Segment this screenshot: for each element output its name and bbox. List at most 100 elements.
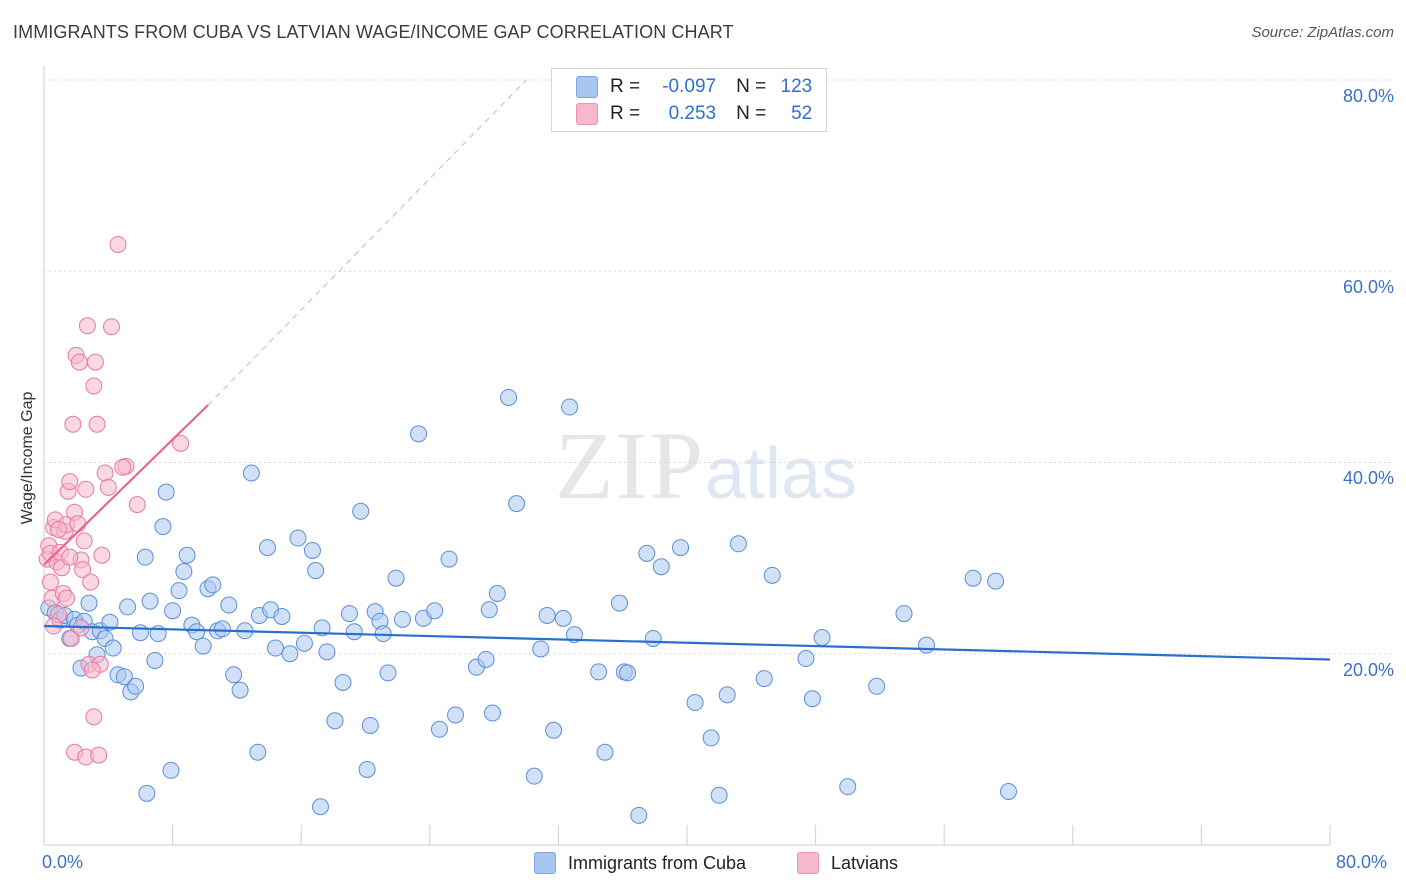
point-latvians-3 <box>41 573 59 591</box>
legend-swatch-cuba <box>576 76 598 98</box>
point-cuba-108 <box>813 628 831 646</box>
legend-row-latvians: R = 0.253 N = 52 <box>576 101 812 127</box>
point-cuba-80 <box>500 388 518 406</box>
point-cuba-55 <box>318 643 336 661</box>
legend-r-value-latvians: 0.253 <box>668 103 717 124</box>
point-cuba-102 <box>718 686 736 704</box>
point-cuba-31 <box>178 546 196 564</box>
point-latvians-51 <box>114 458 132 476</box>
legend-swatch-latvians <box>576 103 598 125</box>
point-cuba-103 <box>729 535 747 553</box>
point-cuba-81 <box>508 495 526 513</box>
point-latvians-46 <box>49 520 67 538</box>
series-legend: Immigrants from Cuba Latvians <box>0 852 1406 878</box>
point-cuba-96 <box>644 629 662 647</box>
point-cuba-104 <box>755 670 773 688</box>
point-cuba-85 <box>545 721 563 739</box>
point-latvians-49 <box>83 661 101 679</box>
point-cuba-95 <box>638 544 656 562</box>
point-cuba-114 <box>987 572 1005 590</box>
point-cuba-30 <box>175 563 193 581</box>
point-cuba-56 <box>326 712 344 730</box>
point-latvians-38 <box>109 235 127 253</box>
point-cuba-52 <box>303 541 321 559</box>
point-cuba-94 <box>630 806 648 824</box>
legend-n-label: N = <box>736 103 767 124</box>
point-cuba-84 <box>538 607 556 624</box>
point-cuba-116 <box>138 784 156 802</box>
point-latvians-21 <box>69 515 87 533</box>
point-latvians-16 <box>61 473 79 491</box>
point-cuba-14 <box>101 613 119 631</box>
point-cuba-77 <box>480 601 498 619</box>
point-cuba-71 <box>426 602 444 620</box>
point-cuba-98 <box>672 539 690 557</box>
point-latvians-45 <box>90 746 108 764</box>
point-cuba-59 <box>345 623 363 641</box>
point-latvians-17 <box>62 629 80 647</box>
y-tick-label-60: 60.0% <box>1342 277 1394 297</box>
point-cuba-83 <box>532 640 550 658</box>
point-cuba-67 <box>387 569 405 587</box>
point-cuba-26 <box>154 518 172 536</box>
watermark: ZIPatlas <box>555 410 857 521</box>
point-cuba-110 <box>868 677 886 695</box>
watermark-atlas: atlas <box>705 434 858 514</box>
point-cuba-41 <box>231 681 249 699</box>
y-tick-label-80: 80.0% <box>1342 86 1394 106</box>
point-latvians-36 <box>99 478 117 496</box>
point-cuba-86 <box>554 609 572 627</box>
point-cuba-109 <box>839 778 857 796</box>
point-latvians-34 <box>93 546 111 564</box>
point-cuba-45 <box>258 539 276 557</box>
point-cuba-28 <box>164 602 182 620</box>
point-cuba-105 <box>763 566 781 584</box>
point-cuba-40 <box>225 666 243 684</box>
y-tick-label-40: 40.0% <box>1342 468 1394 488</box>
legend-r-value-cuba: -0.097 <box>662 76 717 97</box>
watermark-zip: ZIP <box>555 412 705 519</box>
point-cuba-117 <box>162 761 180 779</box>
y-tick-label-20: 20.0% <box>1342 660 1394 680</box>
point-cuba-33 <box>188 623 206 641</box>
point-cuba-54 <box>313 619 331 637</box>
point-cuba-93 <box>619 664 637 682</box>
point-latvians-14 <box>58 589 76 607</box>
point-latvians-26 <box>77 480 95 498</box>
point-latvians-25 <box>75 532 93 550</box>
point-cuba-112 <box>918 636 936 654</box>
point-cuba-50 <box>289 529 307 547</box>
point-cuba-9 <box>80 594 98 612</box>
series-legend-cuba[interactable]: Immigrants from Cuba <box>534 852 746 874</box>
point-cuba-68 <box>393 610 411 628</box>
legend-n-label: N = <box>736 76 767 97</box>
trendline-cuba <box>43 624 1331 661</box>
point-cuba-106 <box>797 650 815 668</box>
point-latvians-47 <box>61 548 79 566</box>
legend-r-label: R = <box>610 103 641 124</box>
point-cuba-38 <box>213 620 231 638</box>
series-swatch-latvians <box>797 852 819 874</box>
point-cuba-97 <box>652 558 670 576</box>
point-cuba-36 <box>204 576 222 594</box>
series-label-latvians: Latvians <box>831 852 899 873</box>
point-cuba-113 <box>964 569 982 587</box>
point-latvians-40 <box>128 496 146 514</box>
point-latvians-32 <box>88 415 106 433</box>
point-latvians-27 <box>78 317 96 335</box>
point-cuba-89 <box>590 663 608 681</box>
chart-title: IMMIGRANTS FROM CUBA VS LATVIAN WAGE/INC… <box>13 22 734 42</box>
point-cuba-78 <box>483 704 501 722</box>
point-latvians-41 <box>172 434 190 452</box>
legend-n-value-cuba: 123 <box>780 76 813 97</box>
point-latvians-18 <box>64 415 82 433</box>
point-cuba-87 <box>561 398 579 416</box>
legend-row-cuba: R = -0.097 N = 123 <box>576 74 812 100</box>
point-cuba-15 <box>104 639 122 657</box>
point-cuba-115 <box>1000 782 1017 800</box>
point-cuba-69 <box>410 425 428 443</box>
series-legend-latvians[interactable]: Latvians <box>797 852 898 874</box>
point-cuba-20 <box>127 677 145 695</box>
point-cuba-18 <box>119 598 137 616</box>
